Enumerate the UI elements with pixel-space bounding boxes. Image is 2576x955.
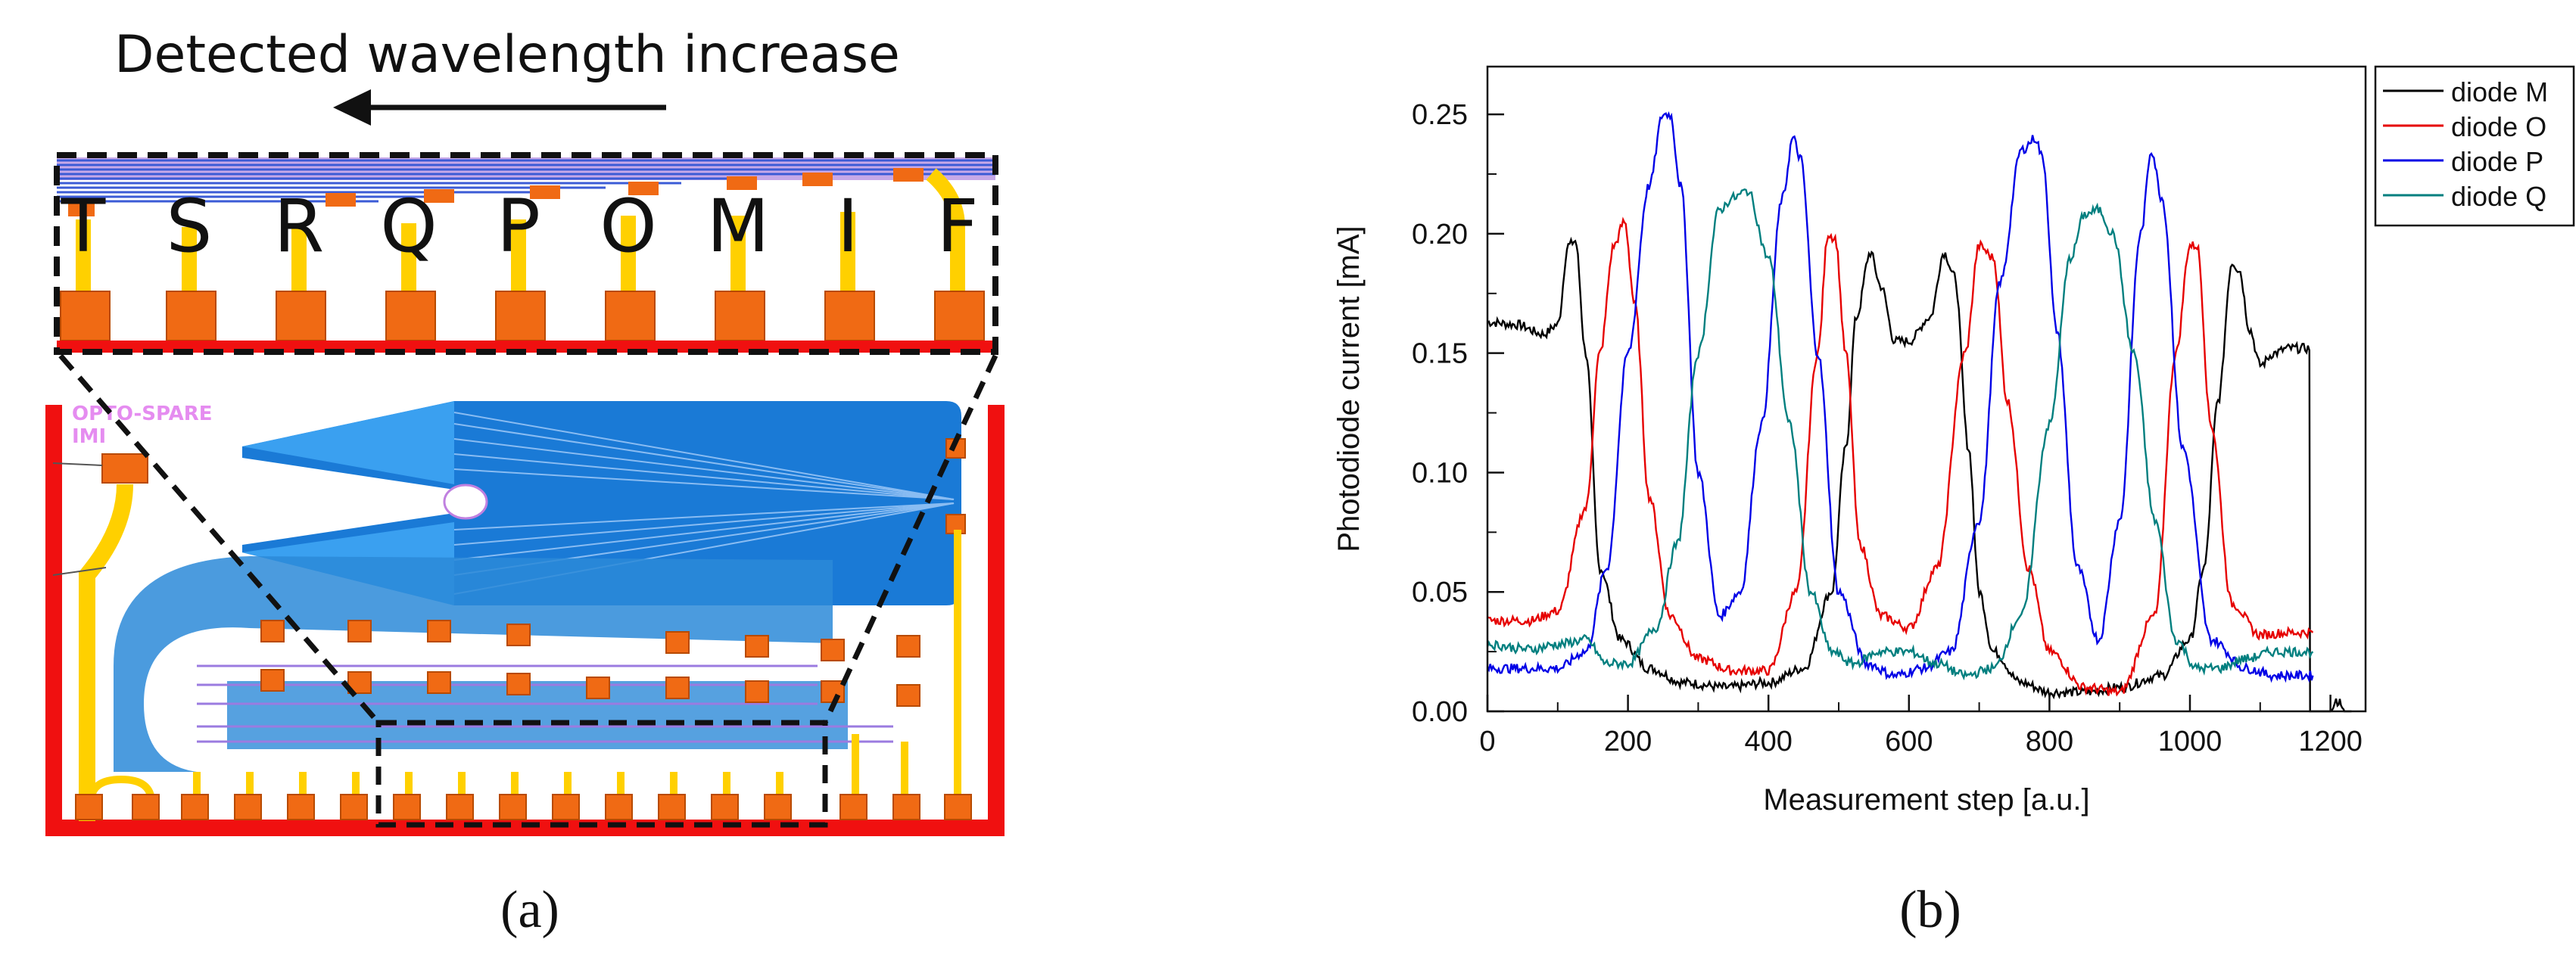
y-tick-label: 0.25 xyxy=(1412,99,1468,131)
line-chart: 0.00 0.05 0.10 0.15 0.20 0.25 0 200 400 600 800 100… xyxy=(1332,65,2575,817)
panel-a: Detected wavelength increase xyxy=(45,25,1005,939)
panel-a-header: Detected wavelength increase xyxy=(114,25,900,85)
series-line-diode-o xyxy=(1487,216,2314,697)
x-tick-label: 200 xyxy=(1604,726,1652,757)
zoom-detail: T S R Q P O M I F xyxy=(54,152,998,355)
chip-overview: OPTO-SPARE IMI xyxy=(45,353,1005,836)
legend-label: diode P xyxy=(2451,146,2543,177)
chip-label-line2: IMI xyxy=(72,425,106,448)
x-tick-label: 400 xyxy=(1744,726,1792,757)
y-tick-label: 0.20 xyxy=(1412,219,1468,250)
diode-letter: O xyxy=(600,184,657,269)
y-tick-label: 0.05 xyxy=(1412,577,1468,608)
legend-label: diode Q xyxy=(2451,181,2546,212)
x-tick-label: 0 xyxy=(1479,726,1495,757)
series-line-diode-m xyxy=(1487,236,2352,713)
x-tick-label: 600 xyxy=(1885,726,1933,757)
diode-letter: I xyxy=(837,184,858,269)
diode-letter: P xyxy=(497,184,540,269)
panel-a-caption: (a) xyxy=(500,881,559,939)
diode-letter: S xyxy=(167,184,213,269)
diode-letter: T xyxy=(61,184,106,269)
series-line-diode-q xyxy=(1486,188,2314,681)
legend-label: diode M xyxy=(2451,76,2548,107)
x-tick-label: 800 xyxy=(2026,726,2073,757)
legend-box xyxy=(2374,65,2575,227)
diode-letter: M xyxy=(707,184,770,269)
y-tick-label: 0.00 xyxy=(1412,696,1468,728)
left-arrow-icon xyxy=(333,89,666,126)
x-axis-label: Measurement step [a.u.] xyxy=(1763,783,2089,817)
panel-b-caption: (b) xyxy=(1899,881,1961,939)
x-tick-label: 1200 xyxy=(2298,726,2363,757)
y-tick-label: 0.15 xyxy=(1412,338,1468,370)
legend-label: diode O xyxy=(2451,111,2546,142)
diode-letter: Q xyxy=(380,184,438,269)
chip-label-line1: OPTO-SPARE xyxy=(72,403,213,425)
diode-letters: T S R Q P O M I F xyxy=(61,184,979,269)
plot-frame xyxy=(1486,65,2367,713)
y-tick-label: 0.10 xyxy=(1412,457,1468,489)
diode-letter: R xyxy=(274,184,325,269)
series-line-diode-p xyxy=(1486,110,2314,683)
y-axis-label: Photodiode current [mA] xyxy=(1332,226,1366,552)
x-tick-label: 1000 xyxy=(2158,726,2222,757)
diode-letter: F xyxy=(936,184,978,269)
